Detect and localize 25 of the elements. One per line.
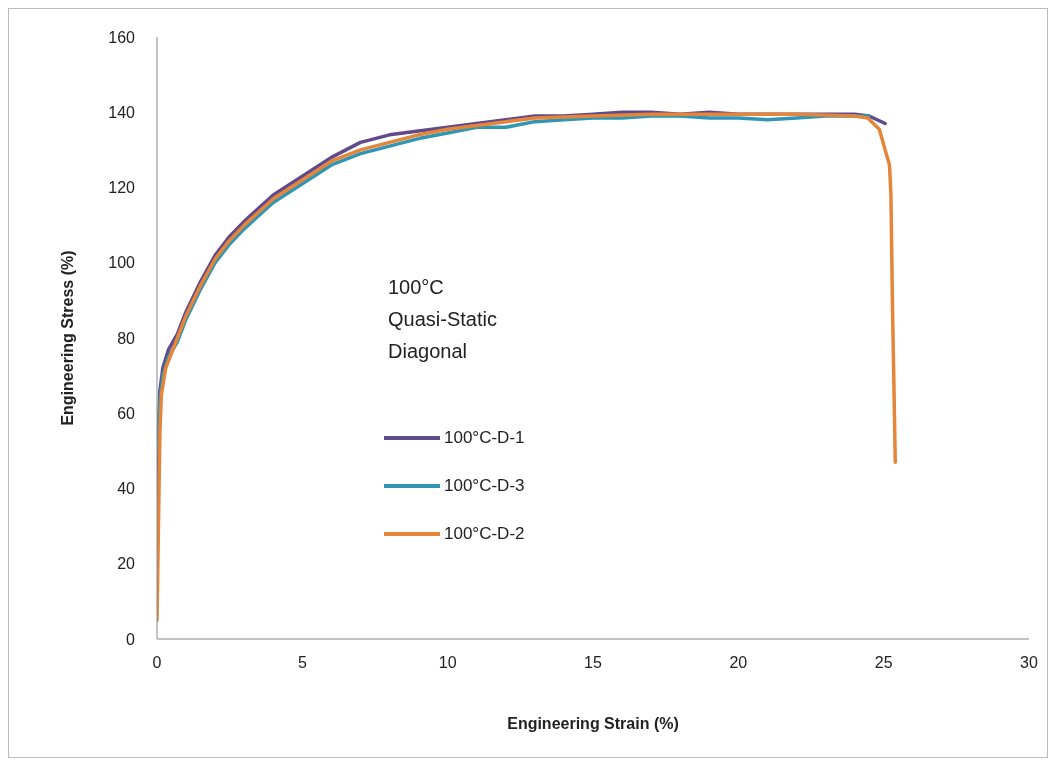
y-axis-title: Engineering Stress (%) (58, 250, 76, 426)
x-tick-label: 10 (438, 654, 457, 672)
y-tick-label: 40 (117, 480, 136, 498)
x-tick-label: 30 (1020, 654, 1038, 672)
y-tick-label: 140 (108, 103, 136, 121)
x-tick-label: 15 (584, 654, 602, 672)
x-tick-label: 25 (874, 654, 893, 672)
x-tick-label: 5 (297, 654, 307, 672)
legend-label: 100°C-D-2 (444, 524, 525, 544)
annotation: 100°C (388, 275, 445, 300)
y-tick-label: 160 (108, 28, 136, 46)
annotation: Diagonal (388, 339, 468, 364)
annotation: Quasi-Static (388, 307, 497, 332)
y-tick-label: 0 (126, 630, 136, 648)
y-tick-label: 120 (108, 179, 136, 197)
legend-label: 100°C-D-3 (444, 476, 525, 496)
y-tick-label: 60 (117, 404, 136, 422)
line-series (157, 112, 898, 622)
x-tick-label: 20 (729, 654, 748, 672)
x-tick-label: 0 (152, 654, 162, 672)
y-tick-label: 20 (117, 555, 136, 573)
legend-label: 100°C-D-1 (444, 428, 525, 448)
y-tick-label: 80 (117, 329, 136, 347)
y-tick-label: 100 (108, 254, 136, 272)
x-axis-title: Engineering Strain (%) (507, 715, 679, 732)
